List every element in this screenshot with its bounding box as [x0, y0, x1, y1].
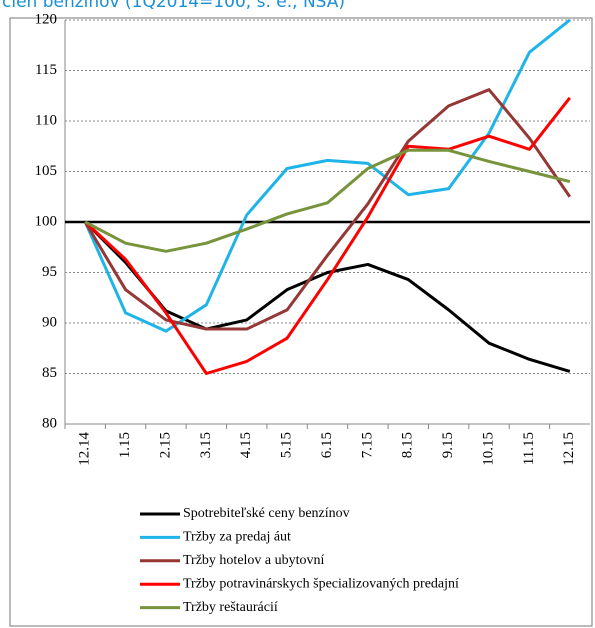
series-line [84, 148, 571, 253]
y-tick-label: 90 [42, 314, 57, 330]
x-tick-label: 4.15 [238, 432, 254, 458]
x-tick-label: 7.15 [359, 432, 375, 458]
x-tick-label: 12.14 [77, 432, 93, 466]
x-tick-label: 6.15 [319, 432, 335, 458]
legend-label: Tržby reštaurácií [183, 600, 278, 615]
series-line [83, 18, 571, 333]
chart-frame [9, 17, 593, 627]
y-tick-label: 95 [42, 264, 57, 280]
x-tick-label: 12.15 [561, 432, 577, 466]
y-tick-label: 85 [42, 365, 57, 381]
legend-label: Tržby potravinárskych špecializovaných p… [183, 576, 459, 591]
legend-label: Tržby hotelov a ubytovní [183, 553, 325, 568]
x-tick-label: 11.15 [521, 432, 537, 465]
x-tick-label: 5.15 [279, 432, 295, 458]
y-tick-label: 120 [35, 11, 58, 27]
y-tick-label: 105 [35, 163, 58, 179]
y-tick-label: 115 [35, 62, 57, 78]
legend-label: Tržby za predaj áut [183, 530, 291, 545]
y-tick-label: 100 [35, 213, 58, 229]
x-tick-label: 10.15 [480, 432, 496, 466]
x-tick-label: 9.15 [440, 432, 456, 458]
x-tick-label: 8.15 [400, 432, 416, 458]
series-line [84, 220, 571, 373]
x-tick-label: 2.15 [157, 432, 173, 458]
series-line [84, 96, 571, 375]
y-tick-label: 110 [35, 112, 57, 128]
legend-label: Spotrebiteľské ceny benzínov [183, 506, 350, 521]
x-tick-label: 3.15 [198, 432, 214, 458]
x-tick-label: 1.15 [117, 432, 133, 458]
y-tick-label: 80 [42, 415, 57, 431]
series-line [83, 88, 572, 331]
chart-title: cien benzínov (1Q2014=100, s. e., NSA) [2, 0, 345, 12]
